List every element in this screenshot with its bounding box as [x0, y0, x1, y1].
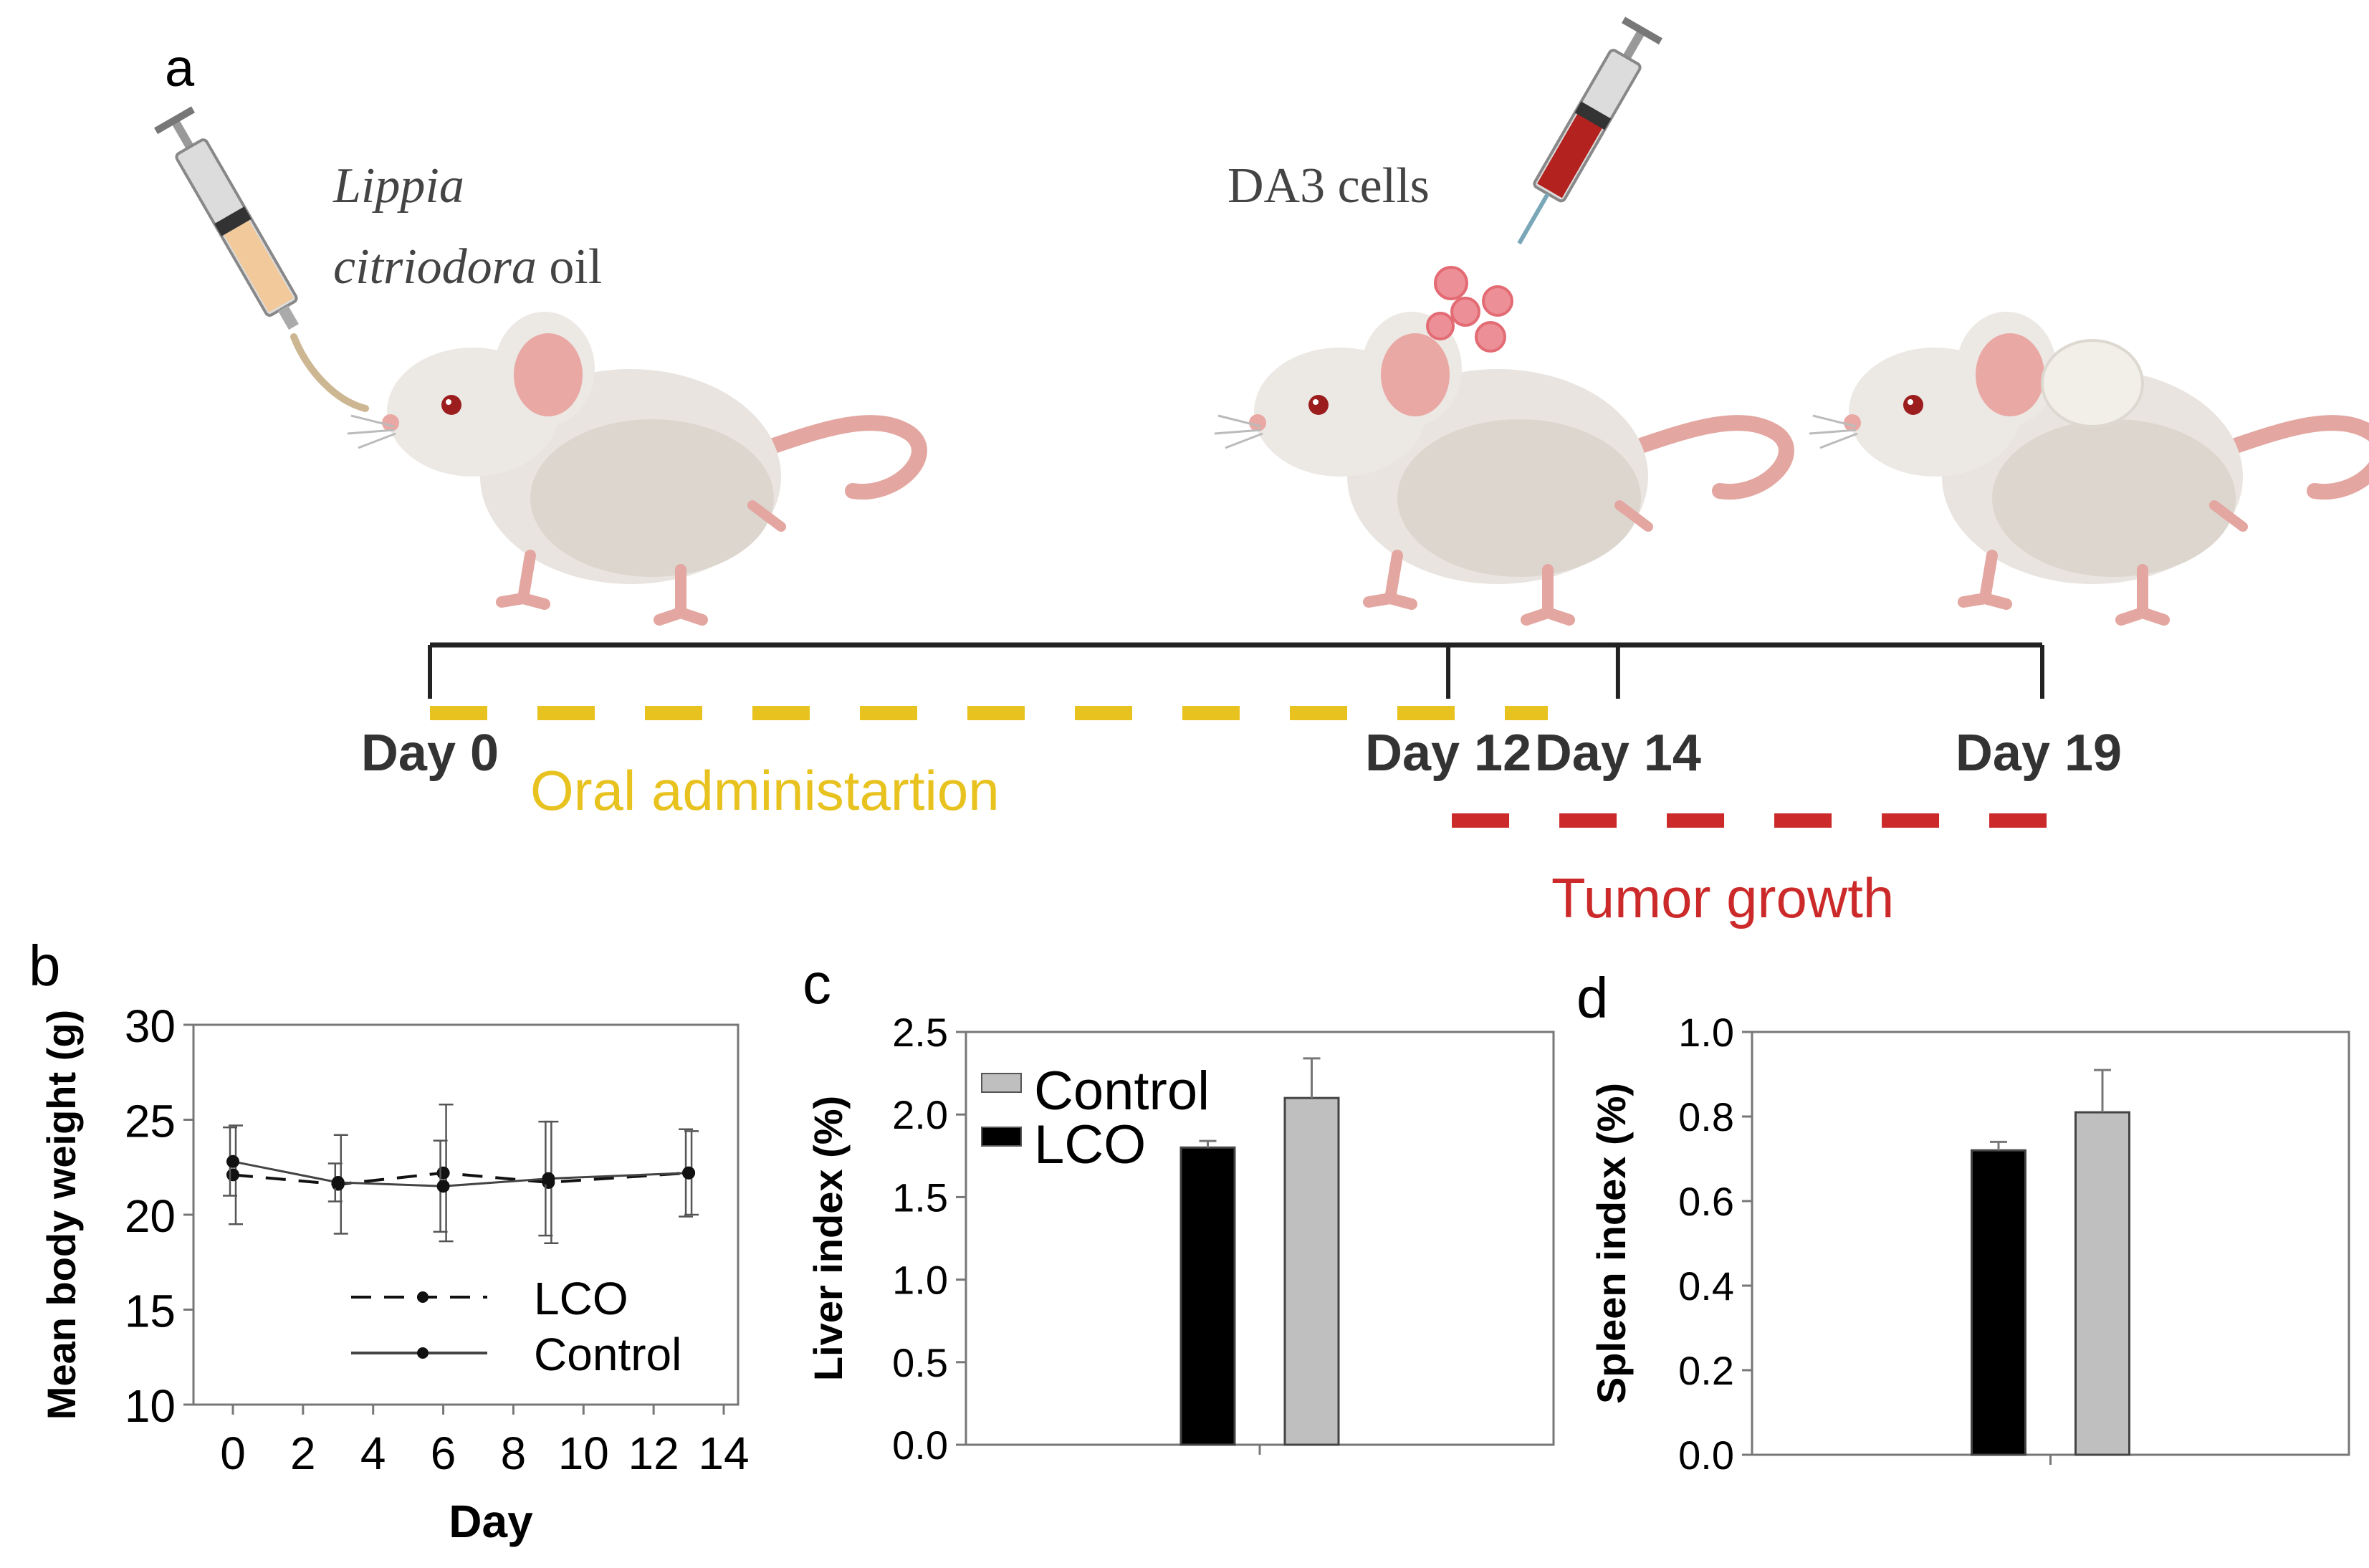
panel-b-legend-label-control: Control [534, 1329, 681, 1380]
panel-b-ytick-label: 25 [125, 1096, 176, 1147]
panel-b-xtick-label: 0 [220, 1428, 246, 1479]
panel-d-plot-frame [1751, 1031, 2350, 1456]
panel-c-legend-swatch-lco [981, 1127, 1022, 1147]
panel-c-ytick-label: 1.5 [892, 1175, 948, 1220]
panel-b-point [682, 1166, 696, 1180]
panel-b-ylabel: Mean body weight (g) [39, 1010, 84, 1420]
oil-label-italic: citriodora [333, 239, 537, 295]
panel-b-point [331, 1175, 345, 1189]
panel-b-xlabel: Day [449, 1496, 533, 1547]
panel-d-ytick-label: 0.0 [1678, 1433, 1734, 1478]
timeline-tick-label: Day 12 [1365, 725, 1531, 782]
panel-d-bar-chart: d 0.0 0.2 0.4 0.6 0.8 1.0 Spleen index (%) [1576, 966, 2350, 1478]
timeline: Day 0 Day 12 Day 14 Day 19 Oral administarti… [361, 642, 2122, 929]
panel-c-ytick-label: 0.5 [892, 1340, 948, 1385]
oil-label-line1: Lippia [332, 158, 464, 214]
panel-b-point [542, 1172, 555, 1185]
panel-c-bar-lco [1179, 1146, 1236, 1446]
panel-b-xtick-label: 4 [360, 1428, 386, 1479]
oral-administration-label: Oral administartion [530, 759, 1000, 822]
panel-b-point [436, 1166, 450, 1180]
tumor-growth-label: Tumor growth [1551, 866, 1894, 929]
gavage-tube [290, 333, 369, 412]
panel-d-ytick-label: 0.2 [1678, 1348, 1734, 1393]
panel-c-ytick-label: 1.0 [892, 1258, 948, 1303]
panel-d-bar-control [2074, 1111, 2130, 1456]
cells-label: DA3 cells [1227, 158, 1430, 214]
timeline-tick-label: Day 14 [1535, 725, 1701, 782]
panel-a-label: a [165, 38, 195, 97]
panel-c-ytick-label: 2.5 [892, 1010, 948, 1055]
tumor-icon [2041, 339, 2144, 428]
panel-c-bar-control [1283, 1096, 1340, 1446]
panel-b-xtick-label: 6 [431, 1428, 456, 1479]
panel-d-label: d [1576, 966, 1609, 1030]
timeline-tick-label: Day 0 [361, 725, 499, 782]
panel-b-point [436, 1180, 450, 1193]
panel-b-legend-marker [417, 1291, 429, 1303]
panel-b-xtick-label: 12 [628, 1428, 679, 1479]
panel-b-xtick-label: 14 [698, 1428, 749, 1479]
panel-b-label: b [29, 934, 61, 998]
panel-c-legend-label-control: Control [1034, 1061, 1210, 1122]
panel-b-ytick-label: 10 [125, 1380, 176, 1432]
panel-c-ylabel: Liver index (%) [805, 1096, 851, 1381]
panel-b-xtick-label: 2 [290, 1428, 316, 1479]
panel-c-legend-label-lco: LCO [1034, 1114, 1146, 1175]
panel-d-ytick-label: 0.8 [1678, 1094, 1734, 1139]
panel-c-ytick-label: 2.0 [892, 1092, 948, 1137]
panel-b-ytick-label: 20 [125, 1190, 176, 1242]
panel-d-ytick-label: 1.0 [1678, 1010, 1734, 1055]
cells-cluster-icon [1426, 266, 1513, 353]
panel-d-ytick-label: 0.6 [1678, 1179, 1734, 1224]
panel-b-xtick-label: 8 [501, 1428, 527, 1479]
mouse-day0-icon [348, 312, 919, 620]
panel-d-bar-lco [1971, 1149, 2026, 1456]
panel-b-legend-marker [417, 1347, 429, 1359]
mouse-day12-icon [1215, 312, 1786, 620]
panel-b-legend-label-lco: LCO [534, 1273, 628, 1324]
panel-b-line-chart: b 10 15 20 25 30 0 2 4 6 8 10 12 14 Day Mean body weigh… [29, 934, 750, 1547]
panel-c-bar-chart: c 0.0 0.5 1.0 1.5 2.0 2.5 Liver index (%) Contro… [803, 952, 1555, 1468]
panel-c-ytick-label: 0.0 [892, 1423, 948, 1468]
oil-label-line2: citriodora oil [333, 239, 602, 295]
oil-syringe-icon [154, 106, 299, 330]
timeline-tick-label: Day 19 [1956, 725, 2122, 782]
panel-b-point [226, 1155, 239, 1168]
panel-b-xtick-label: 10 [558, 1428, 609, 1479]
panel-b-series-line-control [232, 1160, 689, 1187]
panel-c-legend-swatch-control [981, 1073, 1022, 1093]
oil-label-rest: oil [537, 239, 602, 295]
cells-syringe-icon [1517, 16, 1662, 245]
panel-d-ylabel: Spleen index (%) [1589, 1083, 1634, 1404]
panel-b-point [226, 1168, 239, 1182]
panel-c-label: c [803, 952, 831, 1015]
panel-b-ytick-label: 15 [125, 1286, 176, 1337]
panel-d-ytick-label: 0.4 [1678, 1263, 1734, 1309]
mouse-day19-icon [1809, 312, 2369, 620]
panel-b-ytick-label: 30 [125, 1000, 176, 1052]
